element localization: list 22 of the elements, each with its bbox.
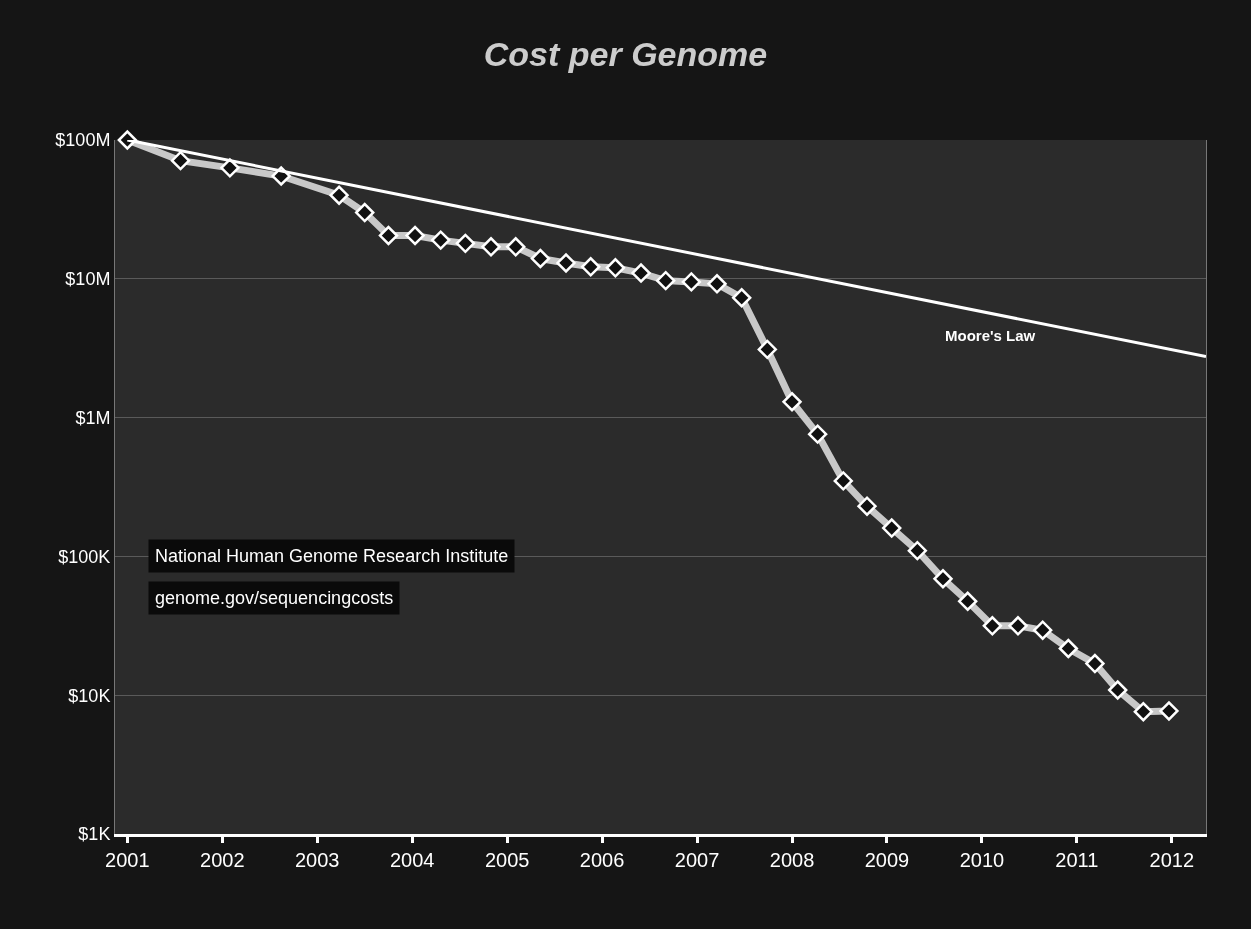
- x-tick-label: 2004: [389, 849, 435, 871]
- x-tick-label: 2008: [769, 849, 815, 871]
- y-tick-label: $10M: [65, 269, 111, 290]
- x-tick-label: 2010: [959, 849, 1005, 871]
- annotation: National Human Genome Research Institute: [155, 546, 509, 566]
- x-tick-label: 2005: [484, 849, 530, 871]
- chart-title: Cost per Genome: [483, 34, 768, 73]
- annotation: genome.gov/sequencingcosts: [155, 588, 394, 608]
- x-tick-label: 2002: [200, 849, 245, 871]
- x-tick-label: 2012: [1149, 849, 1195, 871]
- y-tick-label: $10K: [68, 685, 111, 706]
- x-tick-label: 2009: [864, 849, 910, 871]
- x-tick-label: 2011: [1055, 849, 1099, 871]
- y-tick-label: $1K: [78, 824, 111, 845]
- y-tick-label: $100K: [58, 546, 111, 567]
- y-tick-label: $100M: [55, 130, 111, 151]
- x-tick-label: 2003: [295, 849, 340, 871]
- y-tick-label: $1M: [75, 407, 111, 428]
- series-label: Moore's Law: [945, 327, 1036, 344]
- x-tick-label: 2001: [105, 849, 150, 871]
- x-tick-label: 2007: [674, 849, 720, 871]
- x-tick-label: 2006: [579, 849, 625, 871]
